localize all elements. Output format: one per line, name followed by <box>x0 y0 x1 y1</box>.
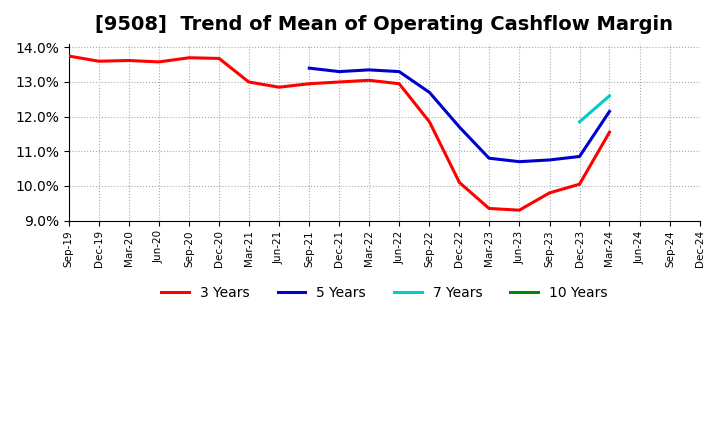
Title: [9508]  Trend of Mean of Operating Cashflow Margin: [9508] Trend of Mean of Operating Cashfl… <box>95 15 673 34</box>
Legend: 3 Years, 5 Years, 7 Years, 10 Years: 3 Years, 5 Years, 7 Years, 10 Years <box>156 280 613 305</box>
